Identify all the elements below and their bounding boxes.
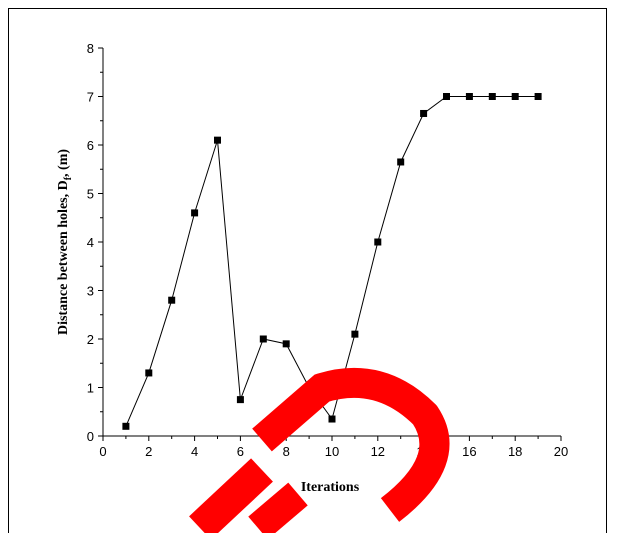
data-point: [443, 93, 450, 100]
y-tick-label: 3: [87, 284, 94, 299]
data-point: [214, 136, 221, 144]
x-tick-label: 12: [371, 444, 385, 459]
data-point: [420, 109, 428, 117]
data-point: [465, 93, 473, 100]
y-tick-label: 8: [87, 41, 94, 56]
y-axis-label: Distance between holes, Df, (m): [56, 149, 74, 335]
watermark-stroke: [189, 458, 273, 533]
y-label-end: , (m): [56, 149, 71, 177]
data-point: [145, 369, 153, 377]
data-point: [168, 296, 176, 304]
data-point: [397, 158, 405, 166]
x-axis-label: Iterations: [301, 480, 360, 495]
data-point: [488, 93, 496, 100]
y-label-main: Distance between holes, D: [56, 180, 71, 335]
data-point: [191, 209, 199, 217]
x-tick-label: 16: [462, 444, 476, 459]
x-tick-label: 0: [99, 444, 106, 459]
x-tick-label: 10: [325, 444, 339, 459]
x-tick-label: 6: [237, 444, 244, 459]
data-point: [236, 396, 244, 404]
y-label-sub: f: [63, 176, 74, 180]
y-tick-label: 1: [87, 381, 94, 396]
data-point: [374, 238, 382, 246]
x-tick-label: 8: [283, 444, 290, 459]
data-point: [122, 422, 130, 430]
y-tick-label: 0: [87, 429, 94, 444]
data-point: [328, 415, 336, 423]
watermark: [189, 367, 450, 533]
x-tick-label: 18: [508, 444, 522, 459]
data-point: [511, 93, 519, 100]
x-tick-label: 20: [554, 444, 568, 459]
watermark-d: [252, 367, 450, 522]
data-point: [534, 93, 542, 100]
x-tick-label: 2: [145, 444, 152, 459]
y-tick-label: 4: [87, 235, 94, 250]
y-tick-label: 7: [87, 90, 94, 105]
y-tick-label: 2: [87, 332, 94, 347]
data-point: [259, 335, 267, 343]
data-point: [351, 330, 359, 338]
data-point: [282, 340, 290, 348]
y-tick-label: 5: [87, 187, 94, 202]
watermark-stroke: [248, 482, 308, 533]
frame: [8, 8, 607, 533]
y-tick-label: 6: [87, 138, 94, 153]
x-tick-label: 4: [191, 444, 198, 459]
